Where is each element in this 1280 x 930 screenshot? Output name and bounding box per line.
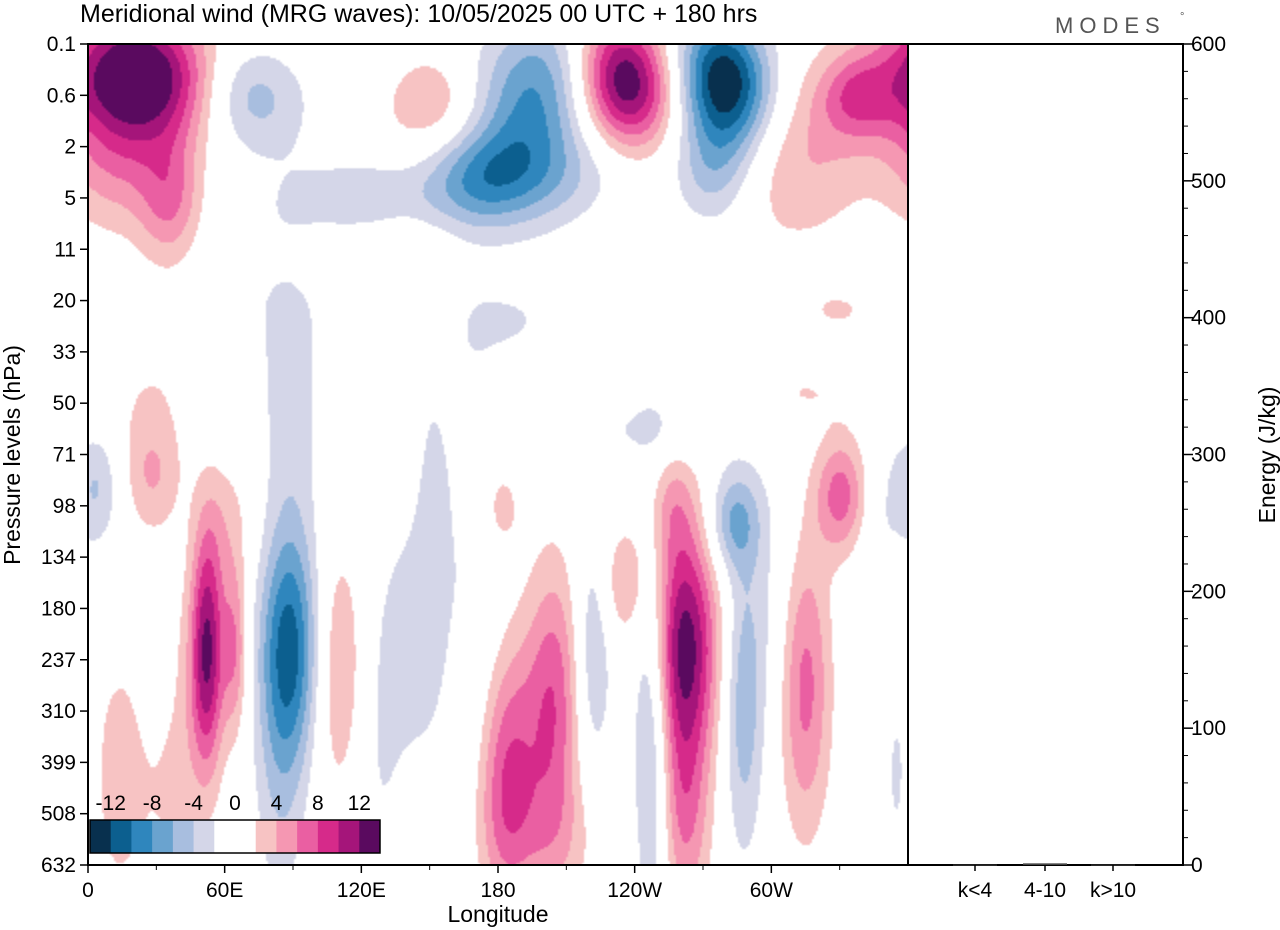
colorbar-swatch bbox=[317, 820, 340, 853]
pressure-tick-label: 2 bbox=[64, 136, 76, 159]
colorbar-swatch bbox=[255, 820, 277, 853]
pressure-tick-label: 237 bbox=[41, 649, 76, 672]
colorbar-swatch bbox=[235, 820, 257, 853]
colorbar-legend: -12 -8 -4 0 4 8 12 bbox=[89, 792, 381, 854]
pressure-tick-label: 50 bbox=[53, 392, 76, 415]
energy-bar bbox=[1023, 863, 1067, 865]
longitude-tick-label: 120W bbox=[607, 879, 662, 902]
energy-tick-label: 100 bbox=[1191, 717, 1226, 740]
energy-category-label: k<4 bbox=[958, 879, 993, 902]
longitude-tick-label: 60W bbox=[750, 879, 793, 902]
pressure-tick-label: 310 bbox=[41, 700, 76, 723]
pressure-tick-label: 20 bbox=[53, 290, 76, 313]
colorbar-swatch bbox=[110, 820, 132, 853]
energy-axis: 0 100 200 300 400 500 600 bbox=[1183, 33, 1226, 877]
colorbar-label: -8 bbox=[143, 792, 162, 815]
colorbar-label: -12 bbox=[96, 792, 126, 815]
colorbar-swatch bbox=[297, 820, 319, 853]
colorbar-swatch bbox=[152, 820, 174, 853]
longitude-tick-label: 60E bbox=[206, 879, 243, 902]
colorbar-frame bbox=[89, 819, 381, 854]
energy-tick-label: 300 bbox=[1191, 444, 1226, 467]
pressure-tick-label: 508 bbox=[41, 803, 76, 826]
longitude-tick-label: 120E bbox=[337, 879, 386, 902]
colorbar-swatch bbox=[90, 820, 112, 853]
colorbar-swatch bbox=[276, 820, 298, 853]
colorbar-swatch bbox=[214, 820, 236, 853]
contour-image bbox=[88, 44, 908, 865]
colorbar-label: -4 bbox=[184, 792, 203, 815]
colorbar-label: 0 bbox=[229, 792, 241, 815]
colorbar-swatch bbox=[359, 820, 381, 853]
brand-text: MODES bbox=[1055, 13, 1166, 38]
y-axis-label: Pressure levels (hPa) bbox=[0, 345, 25, 565]
pressure-tick-label: 11 bbox=[54, 238, 76, 261]
x-axis-label: Longitude bbox=[447, 901, 548, 927]
energy-category-label: 4-10 bbox=[1024, 879, 1066, 902]
energy-tick-label: 200 bbox=[1191, 580, 1226, 603]
brand-mark: ° bbox=[1180, 11, 1184, 23]
pressure-tick-label: 180 bbox=[41, 597, 76, 620]
colorbar-swatch bbox=[193, 820, 215, 853]
energy-panel-frame bbox=[907, 43, 1184, 866]
pressure-tick-label: 632 bbox=[41, 854, 76, 877]
colorbar-swatch bbox=[131, 820, 153, 853]
energy-tick-label: 600 bbox=[1191, 33, 1226, 56]
energy-category-label: k>10 bbox=[1090, 879, 1136, 902]
energy-tick-label: 0 bbox=[1191, 854, 1203, 877]
pressure-tick-label: 71 bbox=[53, 444, 76, 467]
pressure-tick-label: 0.1 bbox=[47, 33, 76, 56]
pressure-tick-label: 98 bbox=[53, 495, 76, 518]
pressure-axis: 0.1 0.6 2 5 11 20 33 50 71 98 134 180 237 310 399 508 63… bbox=[41, 33, 88, 877]
colorbar-label: 4 bbox=[271, 792, 283, 815]
colorbar-swatch bbox=[338, 820, 360, 853]
pressure-tick-label: 134 bbox=[41, 546, 76, 569]
energy-tick-label: 400 bbox=[1191, 307, 1226, 330]
longitude-tick-label: 0 bbox=[82, 879, 94, 902]
energy-tick-label: 500 bbox=[1191, 170, 1226, 193]
colorbar-label: 8 bbox=[312, 792, 324, 815]
pressure-tick-label: 33 bbox=[53, 341, 76, 364]
chart-title: Meridional wind (MRG waves): 10/05/2025 … bbox=[80, 0, 757, 28]
colorbar-swatch bbox=[172, 820, 195, 853]
brand-logo: MODES ° bbox=[1055, 11, 1184, 38]
longitude-tick-label: 180 bbox=[480, 879, 515, 902]
pressure-tick-label: 399 bbox=[41, 751, 76, 774]
energy-bars: k<4 4-10 k>10 bbox=[953, 863, 1136, 902]
colorbar-label: 12 bbox=[348, 792, 371, 815]
contour-field bbox=[88, 44, 908, 865]
energy-axis-label: Energy (J/kg) bbox=[1254, 387, 1280, 524]
pressure-tick-label: 5 bbox=[64, 187, 76, 210]
pressure-tick-label: 0.6 bbox=[47, 84, 76, 107]
longitude-axis: 0 60E 120E 180 120W 60W bbox=[82, 865, 841, 902]
